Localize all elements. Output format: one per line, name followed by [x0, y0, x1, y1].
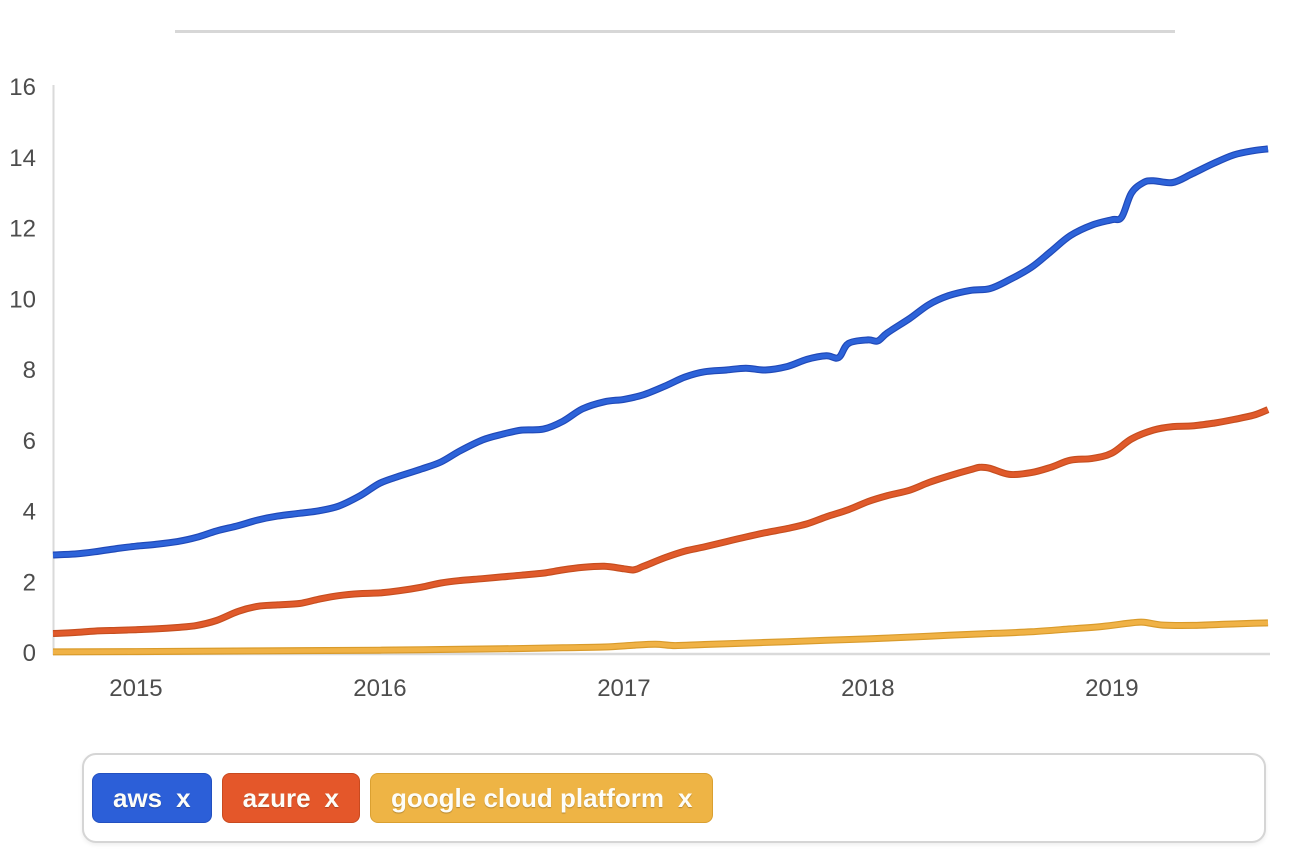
tag-legend: aws x azure x google cloud platform x: [82, 753, 1266, 843]
y-tick-label: 8: [23, 357, 36, 384]
y-tick-label: 10: [9, 286, 36, 313]
tag-pill-google-cloud-platform[interactable]: google cloud platform x: [370, 773, 714, 823]
azure-series-line-edge: [52, 406, 1270, 637]
tag-pill-azure[interactable]: azure x: [221, 773, 361, 823]
series-azure: [52, 406, 1270, 637]
y-tick-label: 0: [23, 640, 36, 667]
series-aws: [52, 145, 1269, 559]
aws-series-line: [52, 146, 1269, 558]
tag-label: aws: [113, 782, 163, 813]
top-divider: [175, 30, 1175, 33]
tag-label: azure: [242, 782, 311, 813]
x-tick-label: 2019: [1085, 675, 1138, 702]
google-cloud-platform-series-line: [52, 619, 1269, 655]
y-tick-label: 14: [9, 145, 36, 172]
y-tick-label: 4: [23, 499, 36, 526]
tag-label: google cloud platform: [391, 782, 665, 813]
x-tick-label: 2018: [841, 675, 894, 702]
series-google-cloud-platform: [52, 618, 1269, 656]
trend-chart: 0 2 4 6 8 10 12 14 16 2015 2016 2017 2018 2019: [9, 74, 1270, 702]
x-tick-label: 2016: [353, 675, 406, 702]
y-tick-label: 16: [9, 74, 36, 101]
aws-series-line-edge: [52, 145, 1269, 559]
y-tick-label: 2: [23, 569, 36, 596]
x-tick-label: 2015: [109, 675, 162, 702]
remove-tag-button[interactable]: x: [324, 782, 340, 813]
remove-tag-button[interactable]: x: [678, 782, 693, 813]
tag-pill-aws[interactable]: aws x: [92, 773, 212, 823]
azure-series-line: [52, 407, 1269, 636]
y-tick-label: 12: [9, 216, 36, 243]
y-tick-label: 6: [23, 428, 36, 455]
remove-tag-button[interactable]: x: [176, 782, 191, 813]
x-tick-label: 2017: [597, 675, 650, 702]
